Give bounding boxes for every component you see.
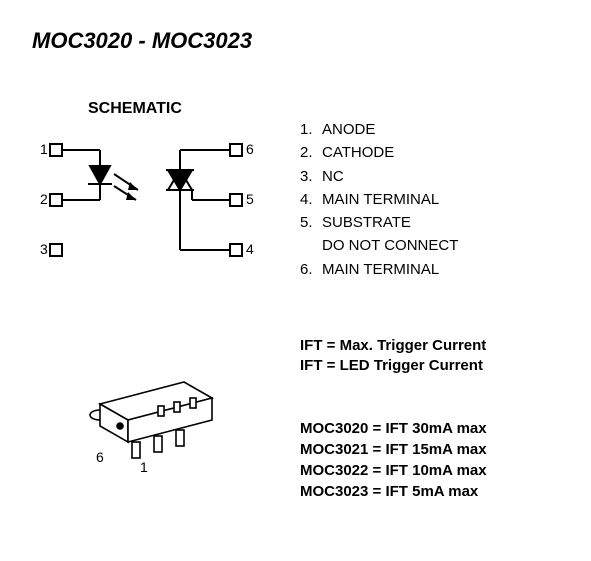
pin-def-4: 4.MAIN TERMINAL	[300, 188, 458, 211]
ift-definitions: IFT = Max. Trigger Current IFT = LED Tri…	[300, 336, 486, 375]
part-spec-3: MOC3023 = IFT 5mA max	[300, 481, 487, 502]
part-spec-1: MOC3021 = IFT 15mA max	[300, 439, 487, 460]
pin-1-num: 1	[40, 141, 48, 157]
pin-3-num: 3	[40, 241, 48, 257]
ift-line-1: IFT = Max. Trigger Current	[300, 336, 486, 356]
pkg-pin-6-label: 6	[96, 449, 104, 465]
pin-4-num: 4	[246, 241, 254, 257]
pin-def-3: 3.NC	[300, 165, 458, 188]
pin-def-6: 6.MAIN TERMINAL	[300, 258, 458, 281]
pin-2-num: 2	[40, 191, 48, 207]
schematic-diagram: 1 2 3 6 5 4	[40, 130, 260, 300]
ift-line-2: IFT = LED Trigger Current	[300, 356, 486, 376]
pin-def-2: 2.CATHODE	[300, 141, 458, 164]
part-spec-2: MOC3022 = IFT 10mA max	[300, 460, 487, 481]
page-title: MOC3020 - MOC3023	[32, 28, 252, 54]
pin-def-1: 1.ANODE	[300, 118, 458, 141]
schematic-heading: SCHEMATIC	[88, 100, 182, 118]
pin-definition-list: 1.ANODE 2.CATHODE 3.NC 4.MAIN TERMINAL 5…	[300, 118, 458, 281]
dip-package-icon: 1 6	[80, 360, 230, 490]
pin-6-num: 6	[246, 141, 254, 157]
pin-def-5-sub: DO NOT CONNECT	[300, 234, 458, 257]
part-spec-list: MOC3020 = IFT 30mA max MOC3021 = IFT 15m…	[300, 418, 487, 502]
pin-def-5: 5.SUBSTRATE	[300, 211, 458, 234]
pin-5-num: 5	[246, 191, 254, 207]
pkg-pin-1-label: 1	[140, 459, 148, 475]
part-spec-0: MOC3020 = IFT 30mA max	[300, 418, 487, 439]
datasheet-page: MOC3020 - MOC3023 SCHEMATIC	[0, 0, 591, 561]
